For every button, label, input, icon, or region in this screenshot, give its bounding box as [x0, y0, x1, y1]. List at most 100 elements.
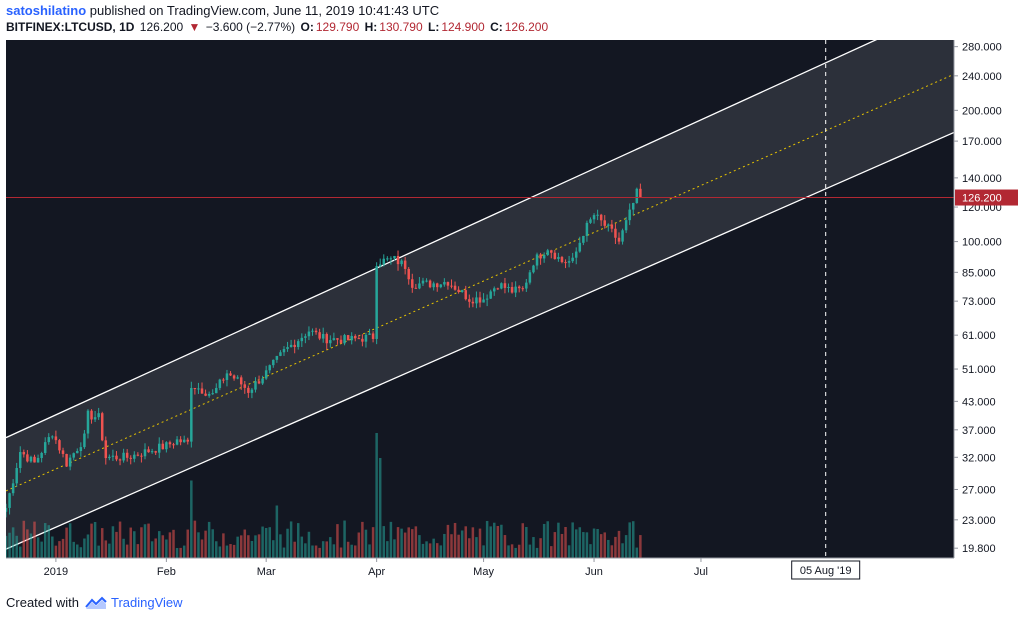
candle-body — [382, 258, 386, 265]
tradingview-logo-icon — [85, 596, 107, 609]
candle-body — [136, 454, 140, 456]
candle-body — [389, 258, 393, 260]
volume-bar — [389, 521, 393, 558]
volume-bar — [446, 524, 450, 558]
publish-info: published on TradingView.com, June 11, 2… — [86, 3, 440, 18]
candle-body — [140, 455, 143, 457]
candle-body — [296, 341, 300, 348]
candle-body — [129, 457, 132, 459]
candle-body — [61, 450, 65, 454]
volume-bar — [133, 531, 136, 558]
candle-body — [43, 442, 47, 453]
volume-bar — [229, 544, 232, 558]
candle-body — [243, 384, 247, 388]
volume-bar — [296, 523, 300, 558]
candle-body — [58, 440, 61, 451]
price-tick-label: 170.000 — [962, 136, 1002, 148]
volume-bar — [118, 521, 122, 558]
candle-body — [304, 336, 307, 338]
volume-bar — [100, 528, 104, 558]
volume-bar — [307, 531, 311, 558]
candle-body — [207, 393, 211, 396]
volume-bar — [557, 522, 560, 558]
volume-bar — [90, 523, 93, 558]
close-label: C: — [490, 20, 503, 34]
candle-body — [19, 452, 22, 469]
time-tick-label: Mar — [257, 566, 276, 578]
volume-bar — [200, 539, 204, 558]
volume-bar — [279, 534, 282, 558]
volume-bar — [304, 543, 307, 558]
volume-bar — [321, 541, 325, 558]
volume-bar — [22, 520, 26, 558]
price-chart[interactable]: 280.000 240.000 200.000 170.000 140.000 120.0… — [6, 40, 1018, 582]
candle-body — [535, 254, 539, 266]
volume-bar — [314, 545, 318, 558]
volume-bar — [76, 544, 79, 558]
volume-bar — [140, 527, 143, 558]
last-price: 126.200 — [139, 20, 184, 34]
candle-body — [375, 266, 378, 339]
candle-body — [361, 338, 364, 342]
volume-bar — [354, 545, 357, 558]
candle-body — [553, 252, 557, 259]
candle-body — [475, 297, 478, 304]
volume-bar — [175, 547, 179, 558]
candle-body — [118, 459, 122, 461]
candle-body — [222, 379, 225, 381]
candle-body — [122, 452, 125, 461]
chart-svg[interactable]: 280.000240.000200.000170.000140.000120.0… — [6, 40, 1018, 582]
volume-bar — [361, 521, 364, 558]
price-axis-bg — [954, 40, 1018, 582]
volume-bar — [371, 527, 375, 558]
candle-body — [432, 283, 435, 288]
volume-bar — [186, 529, 190, 558]
volume-bar — [478, 528, 482, 558]
candle-body — [76, 451, 79, 454]
volume-bar — [510, 544, 514, 558]
volume-bar — [535, 547, 539, 558]
down-arrow-icon: ▼ — [188, 20, 201, 34]
volume-bar — [143, 524, 147, 558]
candle-body — [165, 442, 168, 450]
volume-bar — [571, 522, 574, 558]
candle-body — [33, 456, 36, 463]
volume-bar — [357, 532, 361, 558]
candle-body — [321, 334, 325, 339]
candle-body — [574, 251, 578, 258]
overlay-group — [6, 40, 954, 558]
volume-bar — [382, 526, 386, 558]
volume-bar — [40, 541, 43, 558]
volume-bar — [286, 528, 289, 558]
volume-bar — [425, 541, 428, 558]
volume-bar — [268, 527, 271, 558]
price-tick-label: 43.000 — [962, 396, 996, 408]
candle-body — [339, 339, 343, 344]
volume-bar — [26, 529, 29, 558]
candle-body — [236, 377, 239, 379]
price-tick-label: 32.000 — [962, 452, 996, 464]
volume-bar — [567, 545, 571, 558]
candle-body — [83, 433, 86, 448]
volume-bar — [635, 547, 639, 558]
candle-body — [15, 468, 18, 484]
candle-body — [599, 214, 603, 221]
volume-bar — [514, 547, 517, 558]
candle-body — [485, 298, 489, 300]
author-link[interactable]: satoshilatino — [6, 3, 87, 18]
candle-body — [8, 493, 11, 508]
price-tick-label: 100.000 — [962, 237, 1002, 249]
volume-bar — [264, 527, 268, 558]
candle-body — [507, 287, 510, 289]
candle-body — [564, 262, 567, 264]
volume-bar — [108, 543, 111, 558]
tradingview-link[interactable]: TradingView — [110, 595, 183, 610]
high-value: 130.790 — [379, 20, 423, 34]
price-tick-label: 140.000 — [962, 173, 1002, 185]
volume-bar — [329, 537, 332, 558]
volume-bar — [104, 540, 108, 558]
volume-bar — [79, 547, 83, 558]
volume-bar — [546, 521, 549, 558]
candle-body — [460, 290, 464, 292]
volume-bar — [29, 533, 33, 558]
